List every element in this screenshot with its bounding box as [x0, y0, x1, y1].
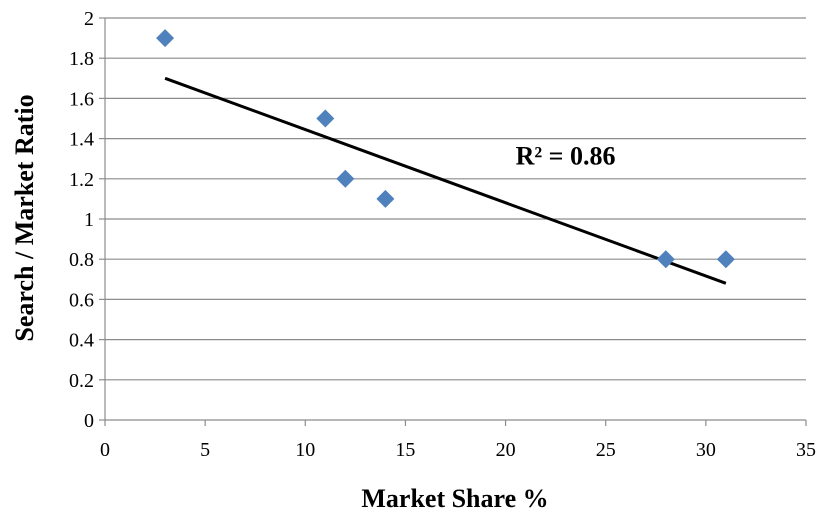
- x-tick-label: 15: [395, 439, 415, 461]
- y-tick-label: 0.6: [69, 289, 94, 311]
- y-tick-label: 1.8: [69, 48, 94, 70]
- y-axis-title: Search / Market Ratio: [10, 94, 39, 341]
- data-points: [156, 29, 735, 268]
- x-axis-title: Market Share %: [361, 484, 548, 513]
- x-tick-label: 25: [596, 439, 616, 461]
- data-point-4: [657, 250, 675, 268]
- data-point-5: [717, 250, 735, 268]
- data-point-1: [316, 110, 334, 128]
- y-tick-label: 2: [84, 8, 94, 30]
- y-tick-label: 1.2: [69, 169, 94, 191]
- x-tick-label: 10: [295, 439, 315, 461]
- axes: [99, 18, 806, 426]
- r-squared-annotation: R² = 0.86: [516, 142, 616, 171]
- trendline-group: [165, 78, 726, 283]
- data-point-3: [376, 190, 394, 208]
- x-tick-label: 35: [796, 439, 816, 461]
- data-point-0: [156, 29, 174, 47]
- trendline: [165, 78, 726, 283]
- y-tick-label: 0.8: [69, 249, 94, 271]
- y-tick-label: 1.4: [69, 129, 94, 151]
- x-tick-label: 30: [696, 439, 716, 461]
- y-tick-label: 1: [84, 209, 94, 231]
- data-point-2: [336, 170, 354, 188]
- x-tick-label: 5: [200, 439, 210, 461]
- x-tick-label: 0: [100, 439, 110, 461]
- y-tick-label: 0.4: [69, 330, 94, 352]
- tick-labels: 00.20.40.60.811.21.41.61.820 5 10 15 20 25 30 3…: [69, 8, 816, 461]
- y-tick-label: 0.2: [69, 370, 94, 392]
- y-tick-label: 0: [84, 410, 94, 432]
- grid-lines: [105, 18, 806, 380]
- x-tick-label: 20: [496, 439, 516, 461]
- y-tick-label: 1.6: [69, 88, 94, 110]
